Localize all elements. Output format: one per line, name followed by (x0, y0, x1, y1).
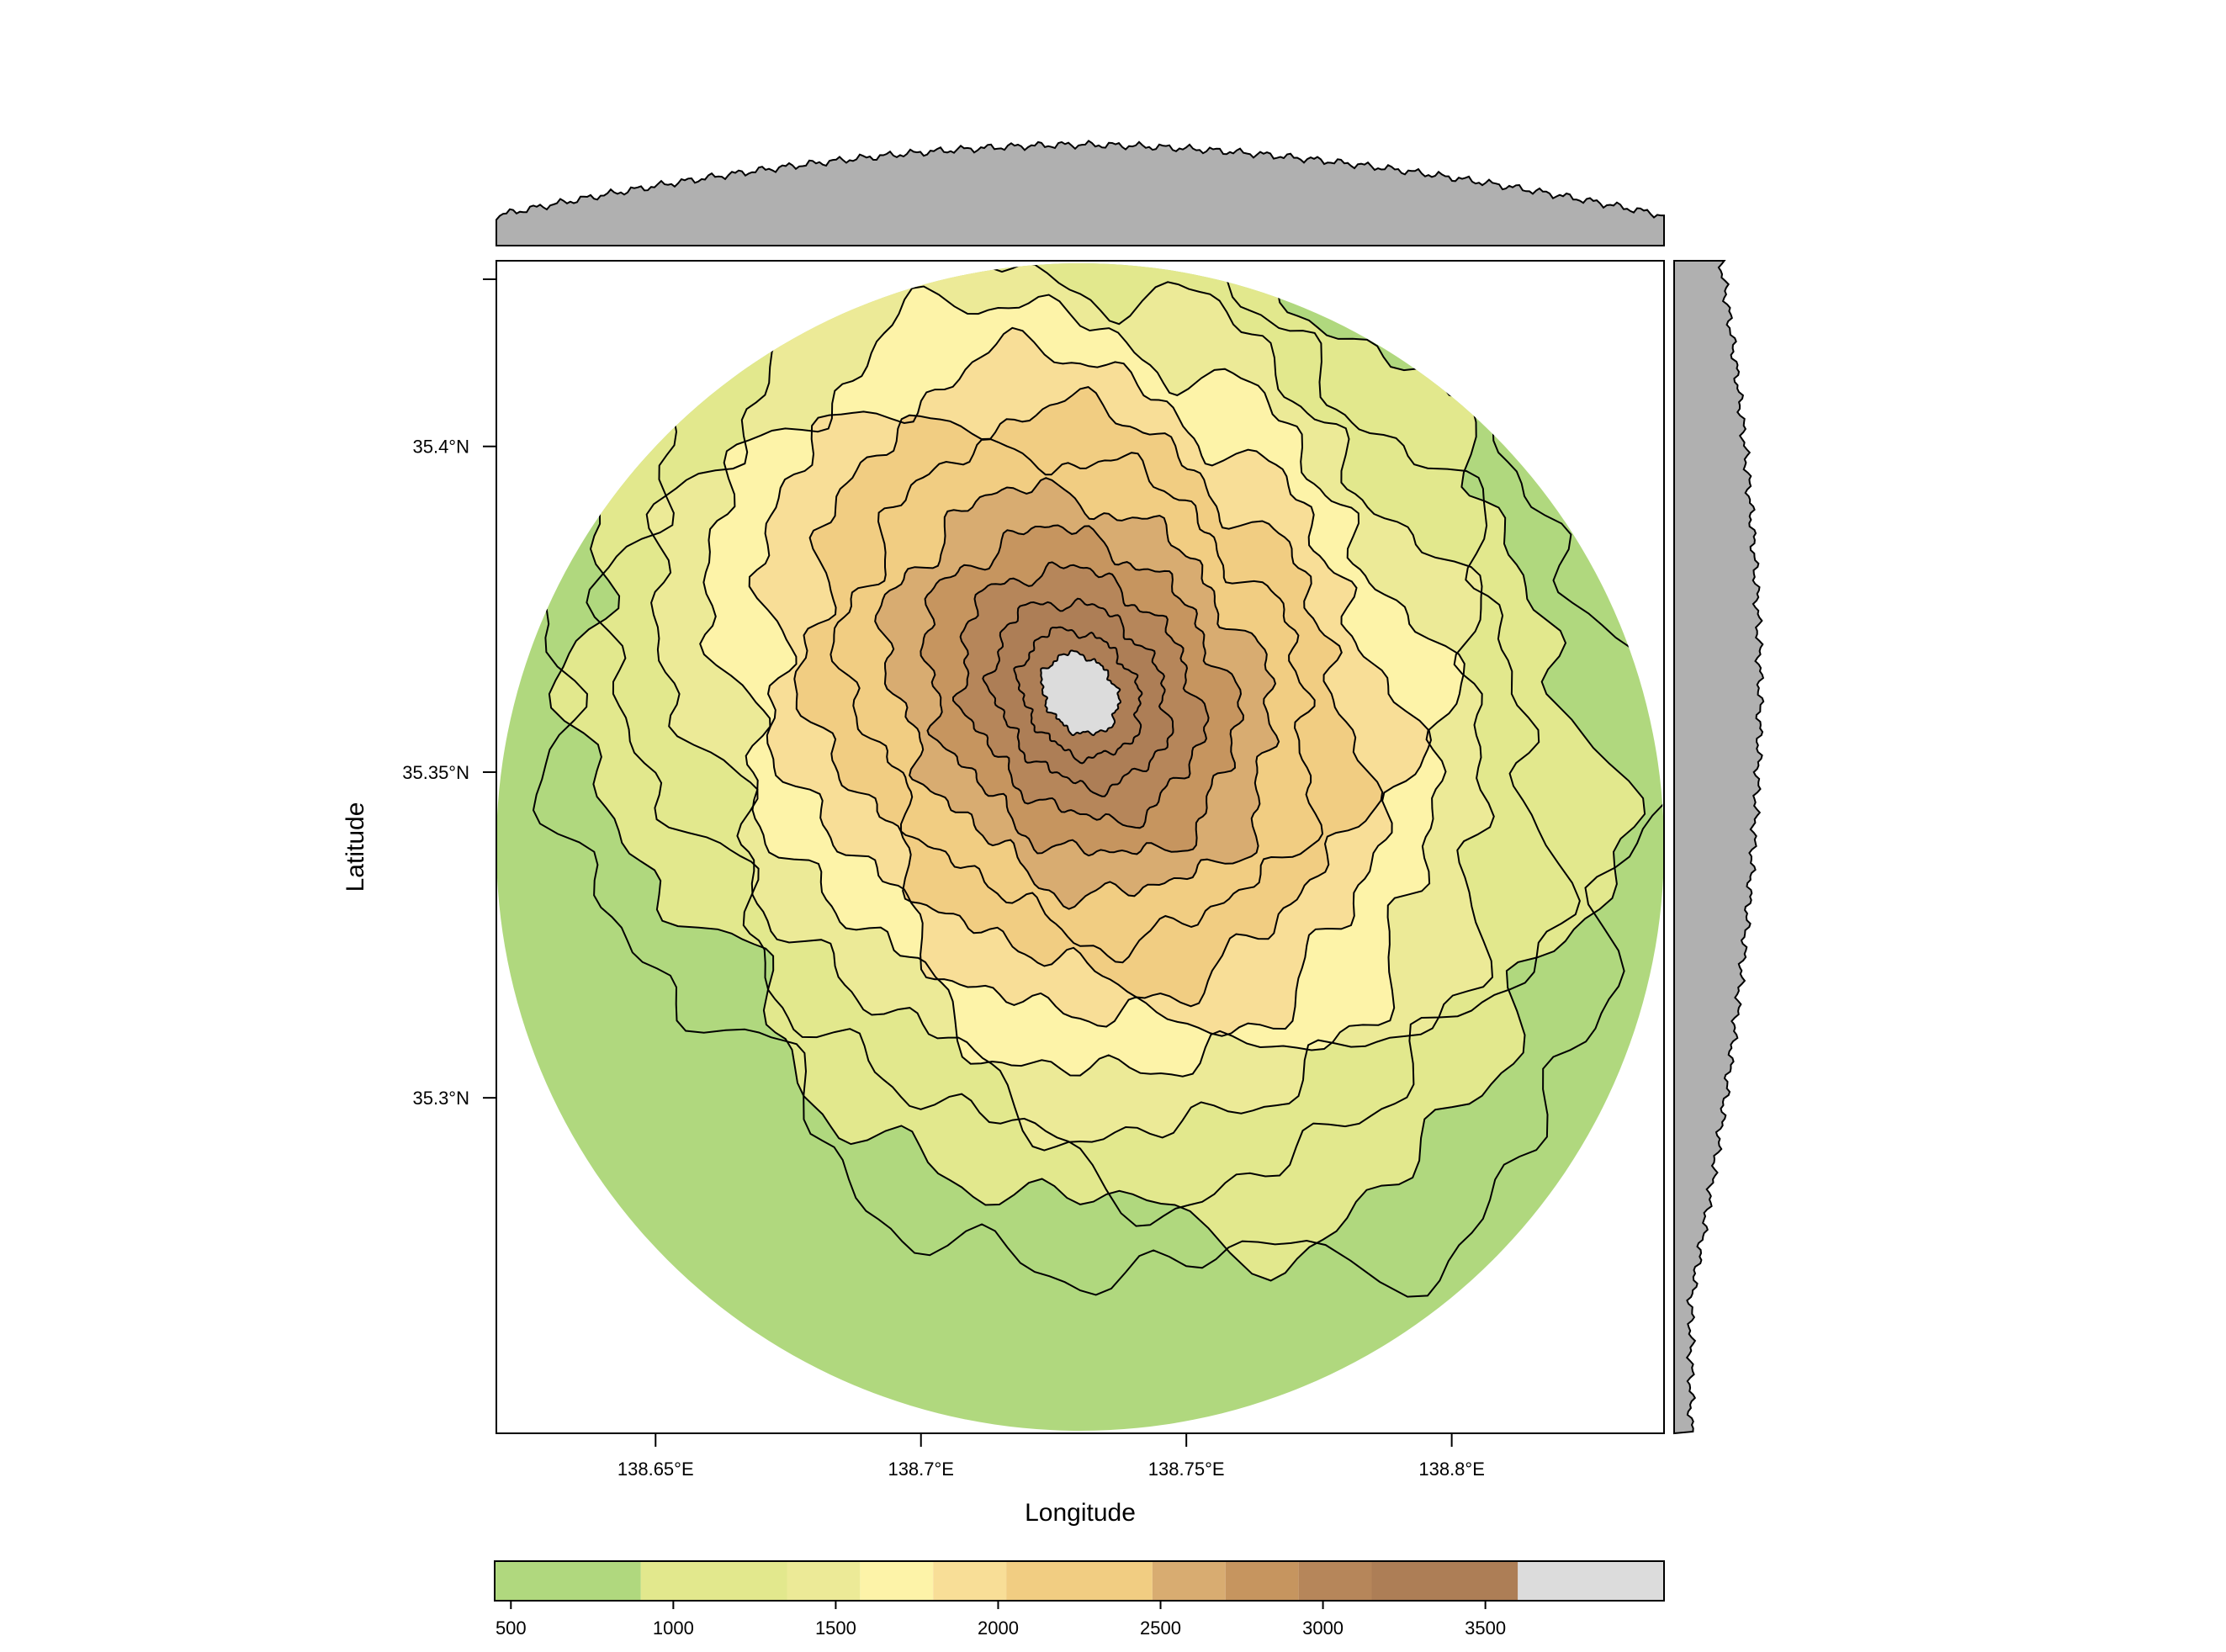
color-key-swatch (1225, 1561, 1299, 1601)
x-axis-label: Longitude (1025, 1499, 1136, 1527)
top-marginal-profile (496, 140, 1665, 246)
x-tick-label: 138.8°E (1418, 1459, 1485, 1480)
contour-line (952, 561, 1210, 829)
x-tick-label: 138.7°E (888, 1459, 954, 1480)
right-marginal-profile (1673, 260, 1765, 1435)
color-key-swatch (1371, 1561, 1518, 1601)
right-marginal-area (1673, 260, 1765, 1435)
contour-line (586, 263, 1581, 1227)
y-tick-label: 35.35°N (402, 762, 469, 783)
color-key-swatch (495, 1561, 641, 1601)
contour-line (874, 477, 1280, 910)
color-key-tick-label: 1000 (653, 1618, 694, 1639)
y-tick-label: 35.3°N (412, 1088, 469, 1109)
color-key-ticks: 500 1000 1500 2000 2500 3000 3500 (496, 1601, 1506, 1639)
top-marginal-area (496, 140, 1665, 246)
color-key-swatch (1518, 1561, 1664, 1601)
y-axis-ticks: 35.3°N 35.35°N 35.4°N (402, 437, 496, 1109)
color-key (495, 1561, 1664, 1601)
contour-line (748, 326, 1433, 1037)
color-key-tick-label: 2500 (1140, 1618, 1181, 1639)
contour-line (793, 386, 1384, 1008)
color-key-swatch (640, 1561, 787, 1601)
contour-line (548, 263, 1646, 1282)
contour-line (829, 437, 1324, 964)
color-key-tick-label: 3000 (1302, 1618, 1344, 1639)
contour-line (1013, 626, 1143, 765)
contour-line (699, 285, 1465, 1078)
color-key-swatch (933, 1561, 1007, 1601)
contour-line (920, 524, 1245, 857)
x-axis-ticks: 138.65°E 138.7°E 138.75°E 138.8°E (617, 1433, 1485, 1480)
contour-line (1040, 649, 1122, 737)
y-axis-label: Latitude (342, 802, 369, 892)
elevation-fills (496, 263, 1664, 1431)
color-key-swatch (787, 1561, 861, 1601)
contour-line (982, 597, 1174, 797)
elevation-surface (496, 263, 1664, 1431)
contour-lines (496, 263, 1664, 1298)
elevation-band (1041, 650, 1121, 735)
color-key-swatch (1298, 1561, 1372, 1601)
color-key-tick-label: 2000 (978, 1618, 1019, 1639)
y-tick-label: 35.4°N (412, 437, 469, 458)
color-key-frame (494, 1560, 1665, 1602)
contour-line (645, 263, 1495, 1152)
color-key-swatch (1006, 1561, 1153, 1601)
contour-panel (496, 263, 1664, 1431)
x-tick-label: 138.75°E (1148, 1459, 1225, 1480)
color-key-tick-label: 1500 (815, 1618, 856, 1639)
color-key-swatch (860, 1561, 934, 1601)
contour-line (496, 263, 1664, 1298)
color-key-tick-label: 3500 (1465, 1618, 1506, 1639)
x-tick-label: 138.65°E (617, 1459, 694, 1480)
color-key-tick-label: 500 (496, 1618, 527, 1639)
color-key-swatch (1152, 1561, 1226, 1601)
plot-frame (496, 260, 1665, 1434)
